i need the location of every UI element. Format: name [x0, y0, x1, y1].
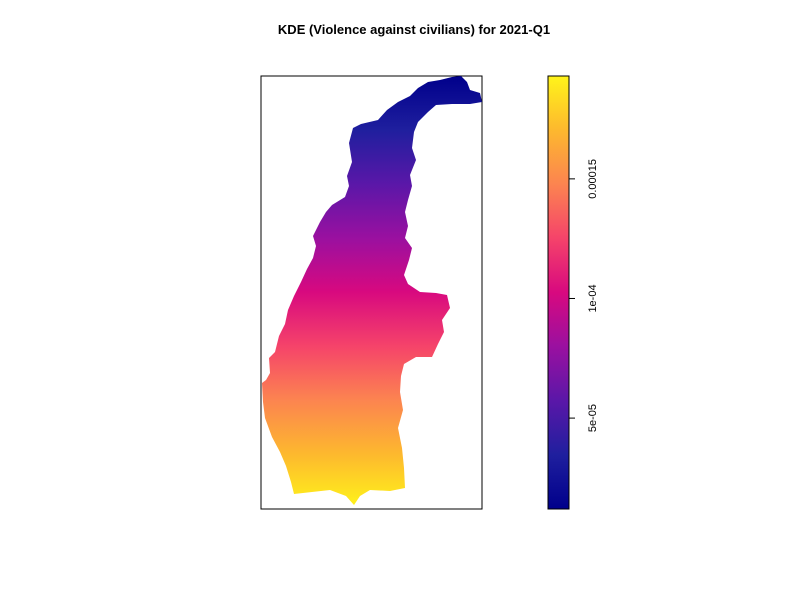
colorbar-tick-label: 0.00015	[587, 159, 599, 199]
chart-title: KDE (Violence against civilians) for 202…	[277, 22, 551, 37]
plot-frame	[260, 75, 483, 510]
colorbar	[547, 75, 570, 510]
colorbar-tick-label: 5e-05	[587, 404, 599, 432]
colorbar-ticks: 5e-05 1e-04 0.00015	[569, 159, 599, 432]
colorbar-tick-label: 1e-04	[587, 284, 599, 312]
density-region	[262, 76, 482, 505]
